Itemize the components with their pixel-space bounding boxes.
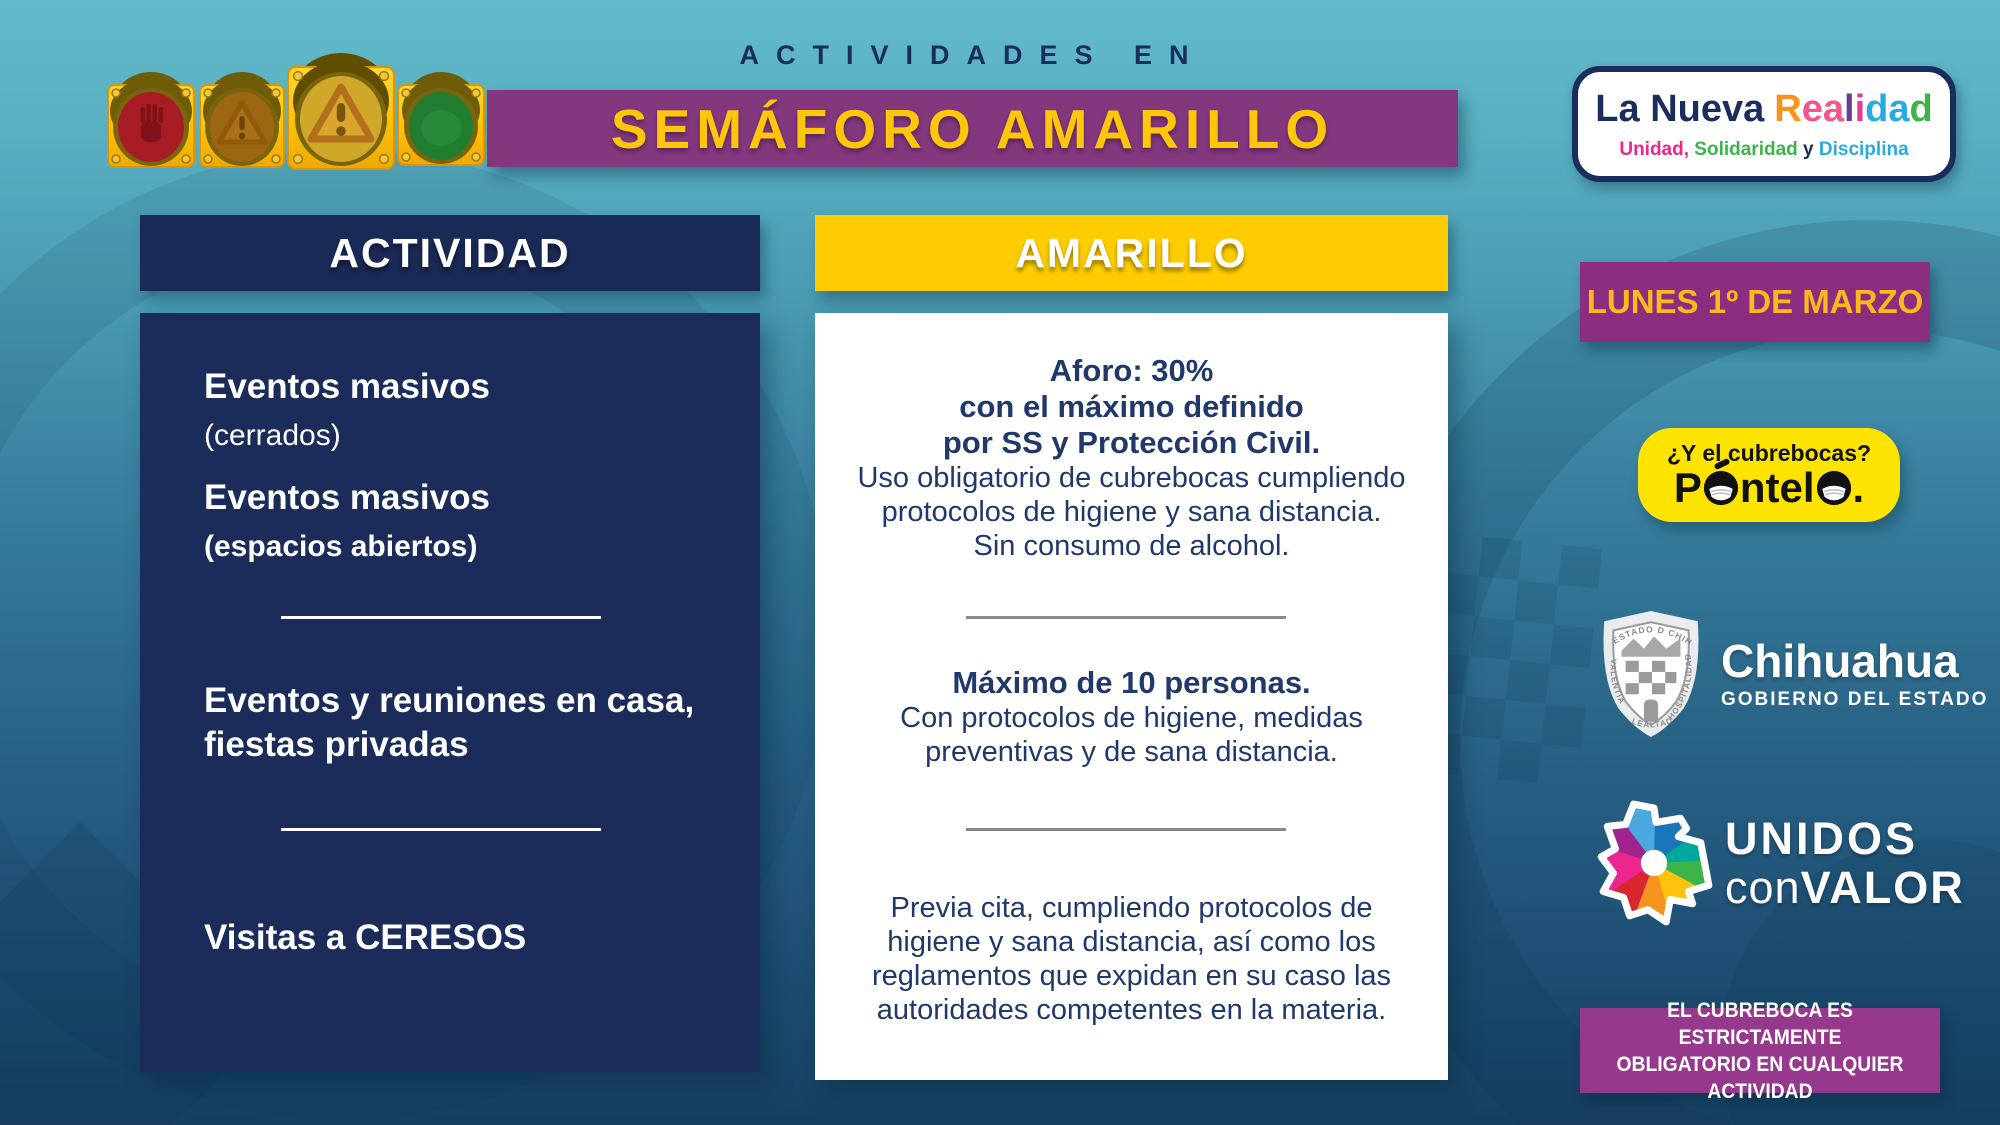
unidos-valor: VALOR bbox=[1800, 862, 1965, 913]
chihuahua-shield-icon: ESTADO D CHIHUAHUA VALENTIA HOSPITALIDAD… bbox=[1595, 608, 1699, 737]
unidos-con-valor-logo: UNIDOS conVALOR bbox=[1595, 798, 1965, 930]
activity-title: Visitas a CERESOS bbox=[204, 918, 527, 957]
divider bbox=[966, 616, 1286, 619]
warning-triangle-yellow-light-active-icon bbox=[287, 53, 395, 170]
date-banner: LUNES 1º DE MARZO bbox=[1580, 262, 1930, 342]
warning-triangle-amber-light-icon bbox=[199, 72, 285, 168]
date-text: LUNES 1º DE MARZO bbox=[1586, 283, 1924, 320]
text-part: Disciplina bbox=[1818, 138, 1909, 160]
unidos-text-block: UNIDOS conVALOR bbox=[1725, 815, 1965, 913]
pontelo-letters: ntel bbox=[1739, 463, 1815, 511]
kicker-text: ACTIVIDADES EN bbox=[739, 40, 1206, 70]
mask-question: ¿Y el cubrebocas? bbox=[1666, 439, 1872, 466]
text-part: e bbox=[1801, 87, 1823, 130]
traffic-lights-graphic bbox=[107, 53, 485, 170]
rule-block-reuniones: Máximo de 10 personas. Con protocolos de… bbox=[835, 665, 1428, 769]
text-part: a bbox=[1822, 87, 1844, 130]
footer-banner: EL CUBREBOCA ES ESTRICTAMENTE OBLIGATORI… bbox=[1580, 999, 1940, 1103]
activity-item-visitas-ceresos: Visitas a CERESOS bbox=[204, 916, 730, 960]
divider bbox=[281, 828, 601, 831]
unidos-con: con bbox=[1725, 862, 1801, 913]
gov-text-block: Chihuahua GOBIERNO DEL ESTADO bbox=[1721, 637, 1988, 711]
pontelo-period: . bbox=[1852, 463, 1865, 511]
divider bbox=[281, 616, 601, 619]
text-part: Solidaridad bbox=[1694, 138, 1798, 160]
rule-bold-text: Máximo de 10 personas. bbox=[952, 665, 1311, 700]
rule-regular-text: Con protocolos de higiene, medidas preve… bbox=[900, 702, 1363, 768]
stop-hand-red-light-icon bbox=[107, 72, 195, 168]
face-mask-icon bbox=[1816, 470, 1852, 506]
la-nueva-realidad-card: La Nueva Realidad Unidad, Solidaridad y D… bbox=[1572, 66, 1956, 182]
gov-name: Chihuahua bbox=[1721, 635, 1959, 687]
activity-column-header: ACTIVIDAD bbox=[140, 215, 760, 291]
text-part: a bbox=[1888, 87, 1910, 130]
unidos-word: UNIDOS bbox=[1725, 813, 1919, 864]
rule-block-eventos-masivos: Aforo: 30% con el máximo definido por SS… bbox=[835, 353, 1428, 563]
text-part: R bbox=[1774, 87, 1802, 130]
text-part: l bbox=[1844, 87, 1855, 130]
gov-subtitle: GOBIERNO DEL ESTADO bbox=[1721, 689, 1989, 710]
activity-title: Eventos masivos bbox=[204, 478, 490, 517]
pontelo-letter: P bbox=[1673, 463, 1702, 511]
activity-item-eventos-cerrados: Eventos masivos (cerrados) bbox=[204, 365, 730, 453]
rule-block-ceresos: Previa cita, cumpliendo protocolos de hi… bbox=[835, 891, 1428, 1027]
footer-text: EL CUBREBOCA ES ESTRICTAMENTE OBLIGATORI… bbox=[1616, 998, 1904, 1103]
amarillo-header-label: AMARILLO bbox=[1015, 229, 1248, 276]
text-part: d bbox=[1865, 87, 1889, 130]
activity-header-label: ACTIVIDAD bbox=[329, 229, 571, 276]
rule-regular-text: Uso obligatorio de cubrebocas cumpliendo… bbox=[857, 462, 1406, 562]
brand-tagline: Unidad, Solidaridad y Disciplina bbox=[1619, 139, 1908, 161]
green-go-light-icon bbox=[397, 72, 485, 166]
brand-word-realidad: Realidad bbox=[1774, 88, 1932, 130]
activity-item-reuniones-casa: Eventos y reuniones en casa, fiestas pri… bbox=[204, 679, 730, 767]
text-part: y bbox=[1797, 138, 1819, 160]
activity-subtitle: (espacios abiertos) bbox=[204, 530, 478, 563]
chihuahua-map-icon bbox=[1597, 800, 1713, 926]
divider bbox=[966, 828, 1286, 831]
brand-prefix: La Nueva bbox=[1595, 87, 1765, 130]
activity-panel: Eventos masivos (cerrados) Eventos masiv… bbox=[140, 313, 760, 1072]
page-title: SEMÁFORO AMARILLO bbox=[610, 97, 1335, 160]
rule-bold-text: Aforo: 30% con el máximo definido por SS… bbox=[942, 353, 1321, 460]
text-part: i bbox=[1854, 87, 1866, 130]
amarillo-panel: Aforo: 30% con el máximo definido por SS… bbox=[815, 313, 1448, 1080]
activity-title: Eventos y reuniones en casa, fiestas pri… bbox=[204, 681, 695, 764]
amarillo-column-header: AMARILLO bbox=[815, 215, 1448, 291]
gobierno-chihuahua-logo: ESTADO D CHIHUAHUA VALENTIA HOSPITALIDAD… bbox=[1595, 608, 1988, 740]
activity-item-eventos-abiertos: Eventos masivos (espacios abiertos) bbox=[204, 476, 730, 564]
rule-regular-text: Previa cita, cumpliendo protocolos de hi… bbox=[871, 892, 1392, 1026]
brand-title: La Nueva Realidad bbox=[1595, 88, 1932, 131]
text-part: d bbox=[1909, 87, 1933, 130]
activity-title: Eventos masivos bbox=[204, 367, 490, 406]
title-banner: SEMÁFORO AMARILLO bbox=[487, 90, 1458, 167]
unidos-word-line2: conVALOR bbox=[1725, 863, 1965, 913]
activity-subtitle: (cerrados) bbox=[204, 419, 341, 452]
text-part: Unidad, bbox=[1619, 138, 1695, 160]
face-mask-icon bbox=[1703, 457, 1739, 506]
